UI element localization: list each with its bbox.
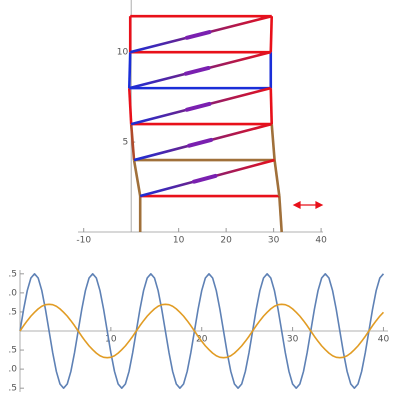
force-arrow bbox=[183, 65, 211, 76]
y-tick-label: 10 bbox=[117, 48, 129, 58]
arrow-head bbox=[315, 201, 324, 209]
force-arrow bbox=[184, 30, 212, 40]
displacement-arrow bbox=[292, 201, 324, 209]
line bbox=[270, 123, 276, 161]
x-tick-label: 40 bbox=[378, 335, 390, 345]
line bbox=[19, 303, 385, 359]
y-tick-label: .5 bbox=[8, 307, 17, 317]
force-arrow bbox=[191, 173, 218, 184]
line bbox=[269, 88, 274, 125]
line bbox=[273, 159, 281, 197]
line bbox=[278, 195, 283, 233]
x-tick-label: 30 bbox=[287, 335, 299, 345]
force-arrow bbox=[185, 101, 212, 112]
x-tick-label: -10 bbox=[76, 236, 91, 246]
y-tick-label: .0 bbox=[8, 288, 17, 298]
line bbox=[129, 123, 136, 161]
line bbox=[132, 159, 142, 197]
x-tick-label: 20 bbox=[196, 335, 208, 345]
line bbox=[19, 273, 385, 389]
line bbox=[127, 88, 133, 125]
x-tick-label: 10 bbox=[173, 236, 185, 246]
y-tick-label: .5 bbox=[8, 269, 17, 279]
x-tick-label: 40 bbox=[315, 236, 327, 246]
arrow-head bbox=[292, 201, 301, 209]
y-tick-label: .0 bbox=[8, 365, 17, 375]
y-tick-label: .5 bbox=[8, 384, 17, 394]
x-tick-label: 20 bbox=[220, 236, 232, 246]
x-tick-label: 10 bbox=[105, 335, 117, 345]
x-tick-label: 30 bbox=[268, 236, 280, 246]
line bbox=[127, 52, 132, 89]
force-arrow bbox=[187, 137, 214, 148]
y-tick-label: 5 bbox=[122, 138, 128, 148]
y-tick-label: .5 bbox=[8, 346, 17, 356]
line bbox=[269, 16, 274, 53]
